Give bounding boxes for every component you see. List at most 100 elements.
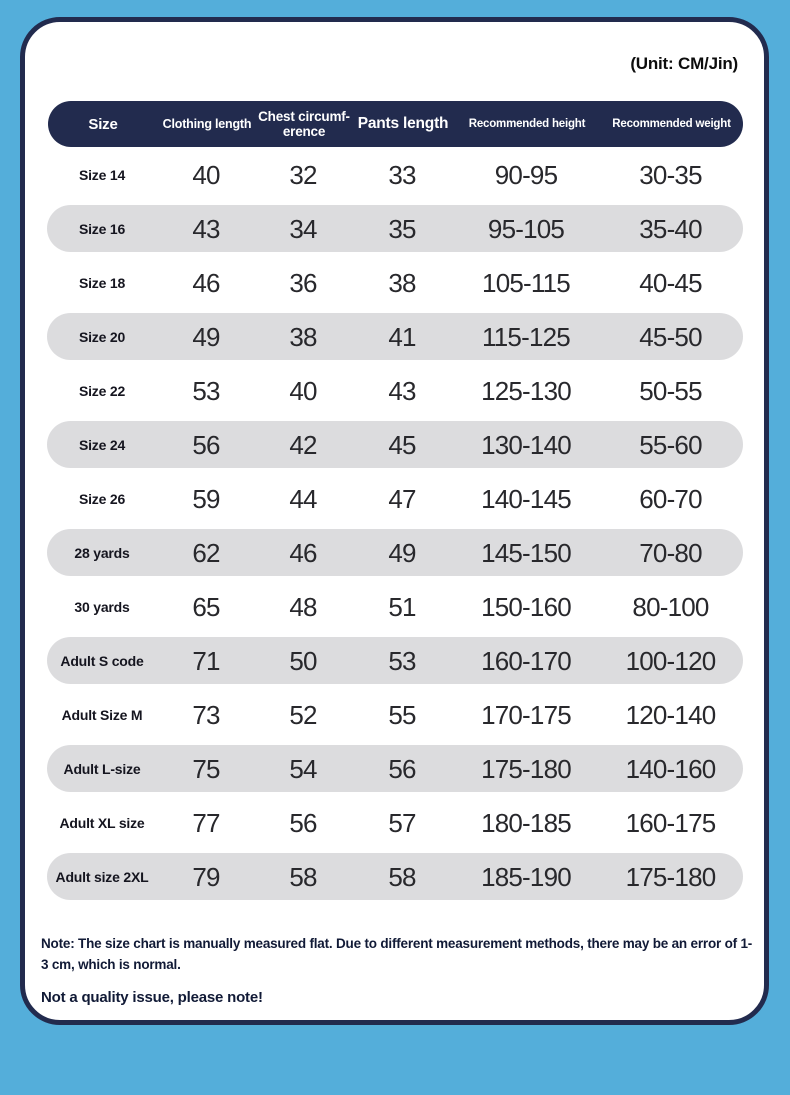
chest-value: 32 [289,159,317,190]
table-row: Adult size 2XL 79 58 58 185-190 175-180 [47,850,743,904]
size-label: Adult size 2XL [55,869,149,885]
size-label: Adult XL size [59,815,145,831]
table-row: Adult Size M 73 52 55 170-175 120-140 [47,688,743,742]
header-cell-recommended-weight: Recommended weight [612,118,731,130]
clothing-length-value: 62 [192,537,220,568]
clothing-length-value: 79 [192,861,220,892]
size-label: Size 22 [78,383,126,399]
height-range-value: 105-115 [482,267,571,298]
clothing-length-value: 46 [192,267,220,298]
size-label: 30 yards [74,599,130,615]
clothing-length-value: 75 [192,753,220,784]
clothing-length-value: 77 [192,807,220,838]
chest-value: 34 [289,213,317,244]
height-range-value: 125-130 [481,375,572,406]
height-range-value: 160-170 [481,645,572,676]
header-cell-pants-length: Pants length [357,115,449,132]
height-range-value: 145-150 [481,537,572,568]
size-label: Size 20 [78,329,126,345]
chest-value: 36 [289,267,317,298]
footer-notes: Note: The size chart is manually measure… [41,934,753,1006]
size-label: Size 26 [78,491,126,507]
clothing-length-value: 40 [192,159,220,190]
height-range-value: 170-175 [481,699,572,730]
table-row: Size 14 40 32 33 90-95 30-35 [47,148,743,202]
size-label: Size 14 [78,167,126,183]
chest-value: 44 [289,483,317,514]
height-range-value: 175-180 [481,753,572,784]
table-row: 28 yards 62 46 49 145-150 70-80 [47,526,743,580]
pants-length-value: 47 [388,483,416,514]
clothing-length-value: 43 [192,213,220,244]
pants-length-value: 55 [388,699,416,730]
height-range-value: 90-95 [494,159,558,190]
measurement-note: Note: The size chart is manually measure… [41,936,753,972]
size-label: Adult S code [60,653,144,669]
height-range-value: 150-160 [481,591,572,622]
size-label: Adult Size M [61,707,143,723]
table-row: Size 22 53 40 43 125-130 50-55 [47,364,743,418]
table-row: Size 24 56 42 45 130-140 55-60 [47,418,743,472]
weight-range-value: 100-120 [625,645,717,676]
size-chart-card: (Unit: CM/Jin) Size Clothing length Ches… [20,17,769,1025]
pants-length-value: 33 [388,159,416,190]
header-cell-chest-circumference: Chest circumf- erence [258,108,350,139]
chest-value: 42 [289,429,317,460]
header-cell-recommended-height: Recommended height [468,118,586,130]
chest-value: 38 [289,321,317,352]
clothing-length-value: 65 [192,591,220,622]
weight-range-value: 140-160 [625,753,717,784]
unit-label: (Unit: CM/Jin) [630,54,738,73]
weight-range-value: 160-175 [625,807,717,838]
table-row: Size 16 43 34 35 95-105 35-40 [47,202,743,256]
clothing-length-value: 56 [192,429,220,460]
pants-length-value: 38 [388,267,416,298]
pants-length-value: 49 [388,537,416,568]
clothing-length-value: 59 [192,483,220,514]
chest-value: 56 [289,807,317,838]
weight-range-value: 35-40 [639,213,702,244]
size-label: Size 16 [78,221,126,237]
table-row: Size 26 59 44 47 140-145 60-70 [47,472,743,526]
pants-length-value: 35 [388,213,416,244]
pants-length-value: 41 [388,321,416,352]
height-range-value: 180-185 [481,807,572,838]
clothing-length-value: 73 [192,699,220,730]
clothing-length-value: 49 [192,321,220,352]
pants-length-value: 43 [388,375,416,406]
height-range-value: 95-105 [487,213,565,244]
table-header: Size Clothing length Chest circumf- eren… [48,101,743,147]
chest-value: 52 [289,699,317,730]
header-cell-size: Size [88,115,118,133]
weight-range-value: 120-140 [625,699,717,730]
table-row: 30 yards 65 48 51 150-160 80-100 [47,580,743,634]
weight-range-value: 45-50 [639,321,702,352]
height-range-value: 140-145 [481,483,572,514]
table-row: Size 18 46 36 38 105-115 40-45 [47,256,743,310]
header-cell-clothing-length: Clothing length [162,117,252,131]
chest-value: 40 [289,375,317,406]
weight-range-value: 175-180 [625,861,717,892]
chest-value: 50 [289,645,317,676]
pants-length-value: 56 [388,753,416,784]
size-label: Size 24 [78,437,126,453]
chest-value: 46 [289,537,317,568]
weight-range-value: 40-45 [639,267,702,298]
table-row: Size 20 49 38 41 115-125 45-50 [47,310,743,364]
table-row: Adult L-size 75 54 56 175-180 140-160 [47,742,743,796]
size-label: Size 18 [78,275,126,291]
height-range-value: 185-190 [481,861,572,892]
chest-value: 58 [289,861,317,892]
size-label: 28 yards [74,545,130,561]
pants-length-value: 51 [388,591,416,622]
pants-length-value: 53 [388,645,416,676]
clothing-length-value: 53 [192,375,220,406]
quality-note: Not a quality issue, please note! [41,988,263,1006]
table-row: Adult XL size 77 56 57 180-185 160-175 [47,796,743,850]
weight-range-value: 60-70 [639,483,702,514]
pants-length-value: 45 [388,429,416,460]
table-body: Size 14 40 32 33 90-95 30-35 Size 16 43 … [47,148,743,904]
chest-value: 54 [289,753,317,784]
height-range-value: 115-125 [482,321,571,352]
